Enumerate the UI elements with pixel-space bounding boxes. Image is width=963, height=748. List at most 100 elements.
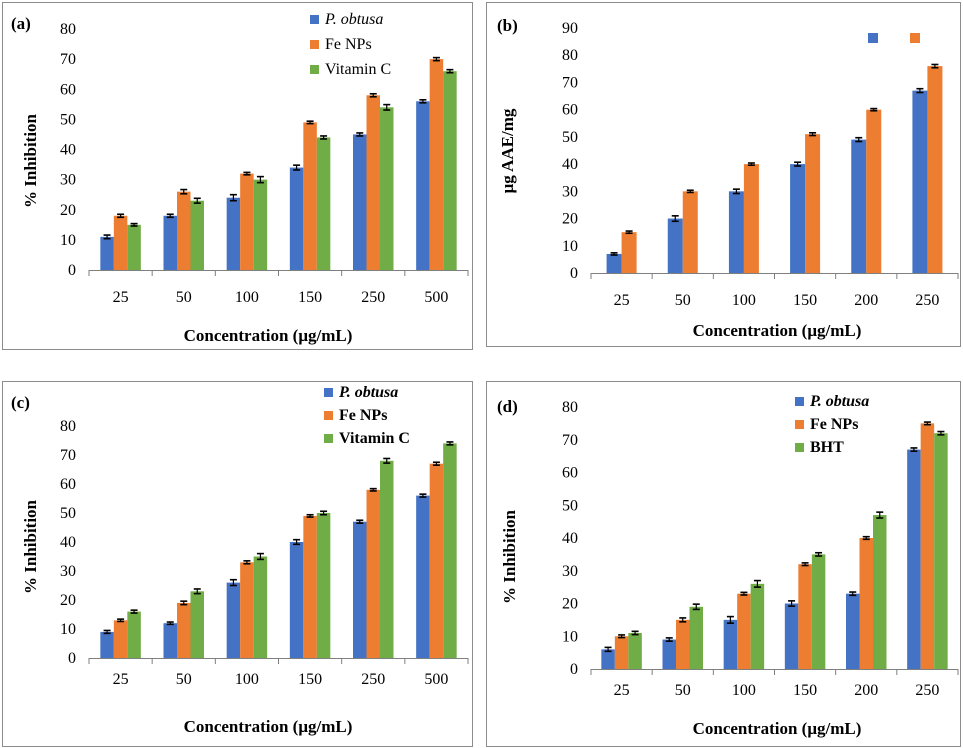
y-tick-label: 0 <box>68 650 76 667</box>
y-tick-label: 30 <box>60 563 76 580</box>
y-tick-label: 50 <box>60 111 76 128</box>
bar-1-25 <box>100 631 114 658</box>
chart-d: (d) 0 10 20 30 40 50 60 70 80 25 50 100 150 200 250 Co… <box>497 393 959 738</box>
y-tick-label: 0 <box>68 262 76 279</box>
x-tick-label: 25 <box>614 682 630 699</box>
x-tick-label: 50 <box>675 292 691 309</box>
bar-3-100 <box>253 556 268 658</box>
y-tick-label: 50 <box>60 505 76 522</box>
bar-3-50 <box>689 606 703 669</box>
x-axis-title: Concentration (μg/mL) <box>693 321 862 340</box>
x-tick-label: 250 <box>915 682 939 699</box>
legend-label-s2: Fe NPs <box>325 36 372 53</box>
y-axis-title: % Inhibition <box>500 509 519 604</box>
y-tick-label: 90 <box>562 20 578 37</box>
bar-2-150 <box>805 134 821 273</box>
bar-3-25 <box>127 611 141 658</box>
panel-label: (a) <box>11 14 31 33</box>
bar-1-50 <box>662 639 676 669</box>
bar-2-25 <box>621 232 637 273</box>
y-tick-label: 20 <box>60 202 76 219</box>
legend <box>868 33 920 43</box>
x-tick-label: 500 <box>424 671 448 688</box>
panel-label: (c) <box>11 393 30 412</box>
bar-2-100 <box>743 164 759 273</box>
x-axis-title: Concentration (μg/mL) <box>693 719 862 738</box>
bar-3-250 <box>380 460 394 658</box>
y-tick-label: 20 <box>562 596 578 613</box>
legend-swatch-s1 <box>868 33 878 43</box>
legend-label-s2: Fe NPs <box>339 407 387 424</box>
x-tick-label: 25 <box>614 292 630 309</box>
y-tick-label: 80 <box>60 418 76 435</box>
y-axis-title: μg AAE/mg <box>498 108 517 193</box>
legend: P. obtusa Fe NPs Vitamin C <box>324 384 410 447</box>
y-tick-label: 80 <box>60 21 76 38</box>
bar-1-250 <box>907 449 921 669</box>
x-tick-label: 250 <box>361 289 385 306</box>
y-tick-label: 0 <box>570 265 578 282</box>
legend: P. obtusa Fe NPs BHT <box>795 393 869 456</box>
bar-3-100 <box>750 583 765 669</box>
bar-3-250 <box>934 433 948 669</box>
bar-1-200 <box>851 139 867 273</box>
x-tick-label: 100 <box>732 292 756 309</box>
bar-1-150 <box>784 603 799 669</box>
x-axis-title: Concentration (μg/mL) <box>184 326 353 345</box>
legend-label-s3: Vitamin C <box>325 61 391 78</box>
bar-3-200 <box>873 515 887 669</box>
legend-label-s1: P. obtusa <box>338 384 398 401</box>
bar-1-150 <box>790 164 806 273</box>
bar-2-25 <box>113 215 128 270</box>
x-tick-label: 150 <box>298 671 322 688</box>
bar-3-500 <box>443 71 457 270</box>
y-axis-title: % Inhibition <box>21 113 40 208</box>
bar-1-50 <box>163 623 177 658</box>
legend-label-s1: P. obtusa <box>324 11 383 28</box>
x-tick-label: 150 <box>793 682 817 699</box>
x-tick-label: 100 <box>235 289 259 306</box>
legend-label-s3: Vitamin C <box>339 430 410 447</box>
bar-2-50 <box>177 191 191 270</box>
y-tick-label: 70 <box>60 51 76 68</box>
bar-2-100 <box>240 562 254 658</box>
x-tick-label: 150 <box>793 292 817 309</box>
bar-2-500 <box>429 59 444 270</box>
y-tick-label: 10 <box>60 232 76 249</box>
bar-1-250 <box>353 134 367 270</box>
bar-1-100 <box>723 619 738 669</box>
bar-1-500 <box>416 495 430 658</box>
legend-label-s1: P. obtusa <box>809 393 869 410</box>
y-tick-label: 80 <box>562 47 578 64</box>
chart-panel-c: (c) 0 10 20 30 40 50 60 70 80 25 50 100 150 250 500 Co… <box>2 381 473 747</box>
legend-swatch-s2 <box>910 33 920 43</box>
y-tick-label: 10 <box>562 628 578 645</box>
bar-1-100 <box>728 191 744 273</box>
y-tick-label: 60 <box>562 465 578 482</box>
bar-1-50 <box>163 215 177 270</box>
y-tick-label: 30 <box>562 563 578 580</box>
bar-1-25 <box>601 649 615 669</box>
bar-3-150 <box>811 554 826 669</box>
legend-label-s2: Fe NPs <box>810 416 858 433</box>
bar-3-25 <box>127 224 141 270</box>
y-tick-label: 70 <box>562 432 578 449</box>
bar-3-500 <box>443 443 457 658</box>
legend-swatch-s1 <box>795 397 804 406</box>
y-tick-label: 60 <box>60 81 76 98</box>
x-tick-label: 25 <box>113 671 129 688</box>
legend-swatch-s3 <box>324 434 333 443</box>
bar-1-500 <box>416 101 430 270</box>
bar-2-200 <box>859 538 873 669</box>
bar-2-100 <box>737 593 751 669</box>
y-tick-label: 40 <box>60 534 76 551</box>
legend-swatch-s2 <box>324 411 333 420</box>
bar-2-250 <box>366 489 380 658</box>
y-tick-label: 10 <box>60 621 76 638</box>
bar-3-100 <box>253 179 268 270</box>
x-axis-title: Concentration (μg/mL) <box>184 717 353 736</box>
y-tick-label: 0 <box>570 661 578 678</box>
bar-1-250 <box>353 521 367 658</box>
bar-3-50 <box>190 591 204 658</box>
